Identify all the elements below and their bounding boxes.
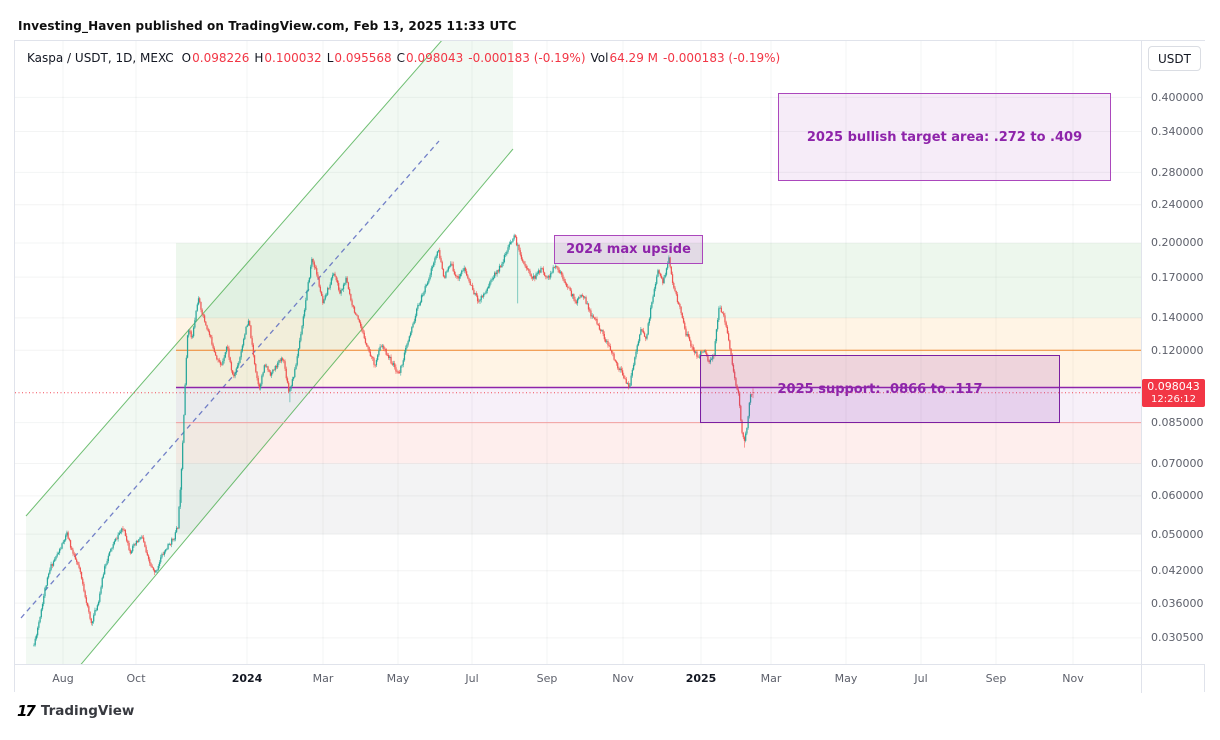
current-price-label: 0.098043 12:26:12 [1142, 378, 1205, 407]
price-tick-label: 0.050000 [1151, 527, 1204, 541]
price-tick-label: 0.070000 [1151, 456, 1204, 470]
price-tick-label: 0.240000 [1151, 198, 1204, 212]
ohlc-legend: Kaspa / USDT, 1D, MEXC O0.098226 H0.100032… [27, 51, 785, 65]
price-tick-label: 0.170000 [1151, 270, 1204, 284]
time-tick-year-label: 2024 [231, 672, 263, 685]
volume-change-value: -0.000183 (-0.19%) [663, 51, 781, 65]
low-label: L [326, 51, 334, 65]
high-value: 0.100032 [264, 51, 322, 65]
time-tick-label: Nov [1062, 672, 1084, 685]
time-tick-label: Oct [126, 672, 146, 685]
support-zone-text: 2025 support: .0866 to .117 [777, 381, 983, 397]
time-tick-label: Sep [985, 672, 1007, 685]
time-axis-corner [1141, 665, 1205, 693]
low-value: 0.095568 [334, 51, 392, 65]
time-axis[interactable]: Aug Oct 2024 Mar May Jul Sep Nov 2025 Mar May Jul Se… [15, 664, 1204, 693]
close-value: 0.098043 [406, 51, 464, 65]
price-tick-label: 0.400000 [1151, 90, 1204, 104]
tradingview-attribution[interactable]: 17 TradingView [17, 702, 134, 720]
time-tick-label: Sep [536, 672, 558, 685]
max-upside-annotation[interactable]: 2024 max upside [554, 235, 703, 264]
published-line: Investing_Haven published on TradingView… [18, 19, 517, 33]
bullish-target-text: 2025 bullish target area: .272 to .409 [806, 129, 1083, 145]
price-tick-label: 0.042000 [1151, 564, 1204, 578]
price-tick-label: 0.030500 [1151, 631, 1204, 645]
change-value: -0.000183 (-0.19%) [468, 51, 586, 65]
time-tick-label: May [834, 672, 858, 685]
tradingview-logo-icon: 17 [17, 702, 36, 720]
time-tick-year-label: 2025 [685, 672, 717, 685]
price-tick-label: 0.340000 [1151, 125, 1204, 139]
max-upside-text: 2024 max upside [566, 242, 691, 257]
price-tick-label: 0.036000 [1151, 596, 1204, 610]
time-tick-label: Mar [760, 672, 782, 685]
support-zone-annotation[interactable]: 2025 support: .0866 to .117 [700, 355, 1060, 423]
volume-label: Vol [590, 51, 609, 65]
close-label: C [396, 51, 406, 65]
symbol-name[interactable]: Kaspa / USDT, 1D, MEXC [27, 51, 174, 65]
bullish-target-annotation[interactable]: 2025 bullish target area: .272 to .409 [778, 93, 1111, 181]
chart-card: Kaspa / USDT, 1D, MEXC O0.098226 H0.100032… [14, 40, 1206, 693]
price-tick-label: 0.085000 [1151, 416, 1204, 430]
time-tick-label: Nov [612, 672, 634, 685]
current-price-value: 0.098043 [1147, 379, 1200, 393]
price-tick-label: 0.200000 [1151, 236, 1204, 250]
tradingview-wordmark: TradingView [40, 703, 135, 719]
time-tick-label: May [386, 672, 410, 685]
time-tick-label: Jul [465, 672, 479, 685]
time-tick-label: Mar [312, 672, 334, 685]
volume-value: 64.29 M [609, 51, 658, 65]
time-tick-label: Aug [52, 672, 74, 685]
open-label: O [181, 51, 192, 65]
currency-toggle-button[interactable]: USDT [1148, 46, 1201, 71]
time-tick-label: Jul [914, 672, 928, 685]
price-axis[interactable]: USDT 0.098043 12:26:12 0.400000 0.340000 0… [1141, 41, 1206, 664]
high-label: H [254, 51, 264, 65]
price-tick-label: 0.280000 [1151, 165, 1204, 179]
open-value: 0.098226 [192, 51, 250, 65]
bar-countdown: 12:26:12 [1151, 393, 1196, 405]
price-chart-svg[interactable] [15, 41, 1141, 664]
price-tick-label: 0.060000 [1151, 489, 1204, 503]
price-tick-label: 0.140000 [1151, 311, 1204, 325]
price-tick-label: 0.120000 [1151, 343, 1204, 357]
